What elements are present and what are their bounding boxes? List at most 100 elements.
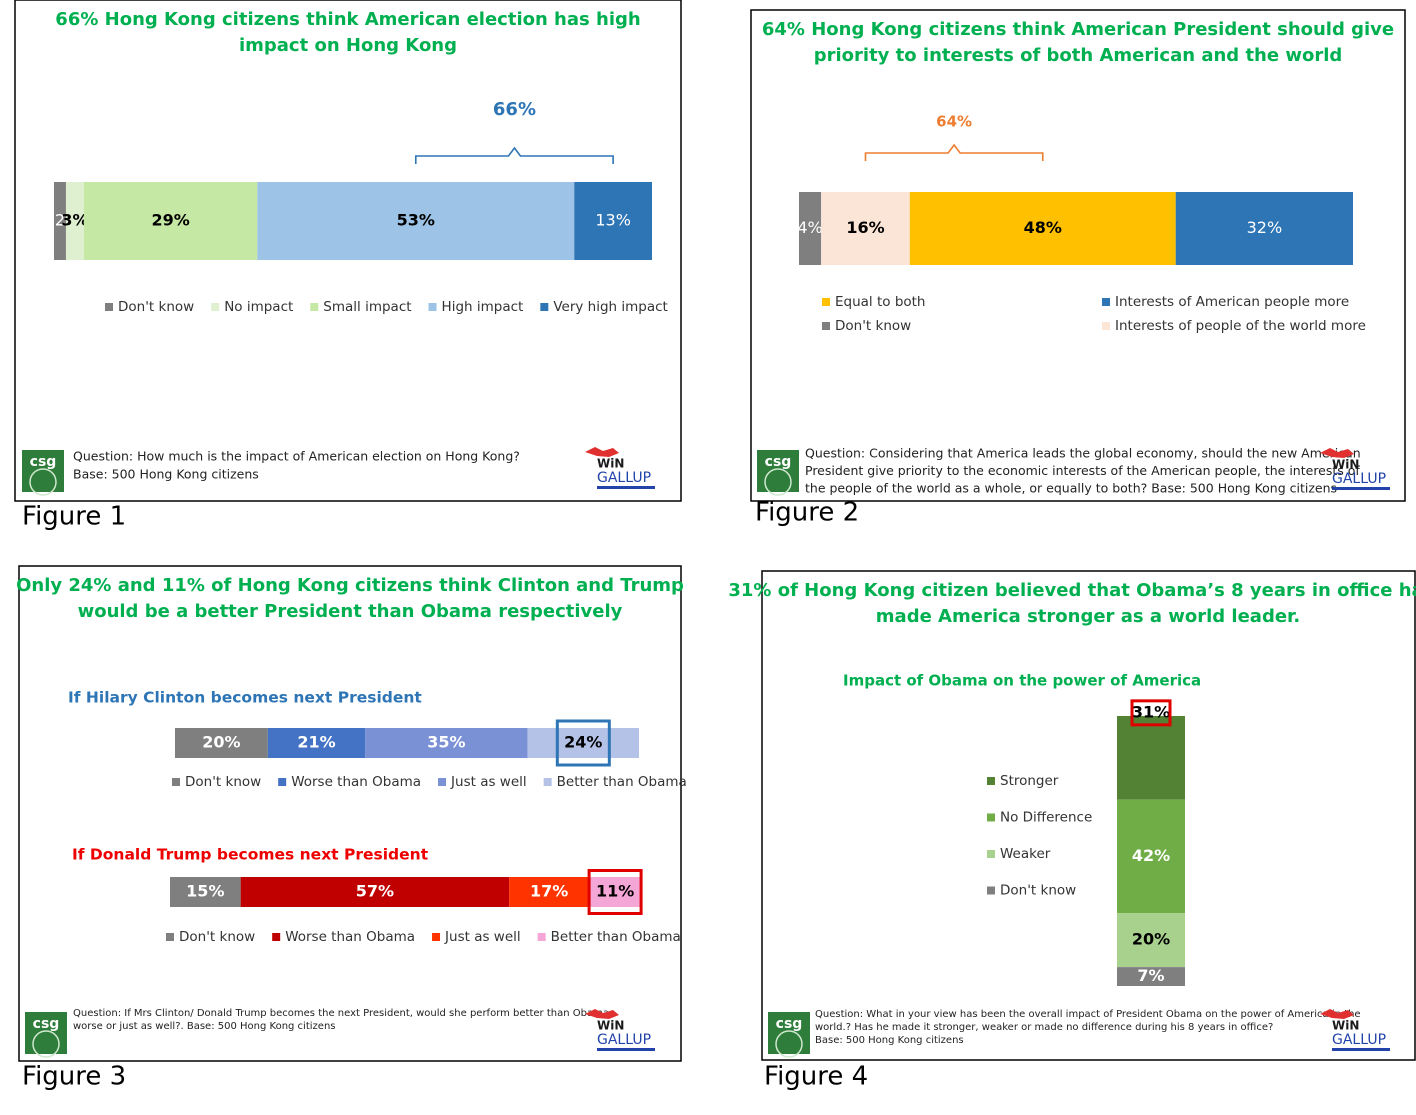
legend-label: Just as well bbox=[444, 929, 521, 945]
question-note: President give priority to the economic … bbox=[805, 463, 1360, 478]
legend-label: Don't know bbox=[835, 318, 911, 334]
legend-swatch bbox=[278, 778, 287, 786]
chart-title: Only 24% and 11% of Hong Kong citizens t… bbox=[16, 575, 684, 596]
data-label: 42% bbox=[1132, 846, 1170, 865]
bracket bbox=[414, 146, 614, 164]
gallup-logo-text: GALLUP bbox=[1332, 1032, 1386, 1048]
legend-swatch bbox=[987, 813, 995, 822]
legend-label: Don't know bbox=[179, 929, 255, 945]
legend-swatch bbox=[166, 933, 174, 941]
legend-label: Interests of American people more bbox=[1115, 294, 1349, 310]
bracket bbox=[864, 143, 1044, 161]
data-label: 16% bbox=[846, 218, 884, 237]
csg-globe bbox=[764, 468, 792, 496]
legend-swatch bbox=[310, 303, 319, 311]
bar-segment bbox=[83, 182, 258, 260]
legend-label: No Difference bbox=[1000, 810, 1092, 826]
gallup-logo-text: GALLUP bbox=[597, 470, 651, 486]
figure-caption: Figure 2 bbox=[755, 498, 859, 528]
chart-title: 64% Hong Kong citizens think American Pr… bbox=[762, 19, 1394, 40]
annotation: 66% bbox=[493, 99, 536, 120]
legend-swatch bbox=[987, 777, 995, 785]
legend-swatch bbox=[438, 778, 447, 786]
bar-segment bbox=[365, 728, 528, 758]
bar-segment bbox=[170, 877, 241, 907]
csg-logo bbox=[768, 1012, 810, 1054]
map-icon bbox=[585, 1009, 619, 1019]
bar-segment bbox=[267, 728, 366, 758]
bar-segment bbox=[821, 192, 910, 265]
legend-label: Very high impact bbox=[553, 299, 668, 315]
question-note: Base: 500 Hong Kong citizens bbox=[73, 467, 259, 482]
bar-segment bbox=[574, 182, 652, 260]
bar-segment bbox=[799, 192, 822, 265]
gallup-underline bbox=[1332, 487, 1390, 490]
csg-logo-text: csg bbox=[776, 1016, 803, 1032]
csg-logo bbox=[757, 450, 799, 492]
bar-segment bbox=[527, 728, 639, 758]
question-note: Question: Considering that America leads… bbox=[805, 446, 1361, 461]
legend-label: Worse than Obama bbox=[285, 929, 415, 945]
win-logo-text: WiN bbox=[1332, 1019, 1359, 1033]
question-note: worse or just as well?. Base: 500 Hong K… bbox=[73, 1021, 336, 1032]
figure-caption: Figure 4 bbox=[764, 1062, 868, 1092]
csg-globe bbox=[29, 468, 57, 496]
legend-swatch bbox=[987, 850, 995, 858]
data-label: 20% bbox=[1132, 930, 1170, 949]
legend-label: Equal to both bbox=[835, 294, 926, 310]
bar-segment bbox=[509, 877, 590, 907]
legend-label: Interests of people of the world more bbox=[1115, 318, 1366, 334]
chart-title: made America stronger as a world leader. bbox=[876, 606, 1300, 627]
legend-swatch bbox=[1102, 322, 1110, 330]
data-label: 3% bbox=[61, 211, 88, 230]
legend-label: Don't know bbox=[118, 299, 194, 315]
legend-swatch bbox=[105, 303, 113, 311]
highlight-box bbox=[587, 869, 643, 915]
bar-segment bbox=[1117, 913, 1185, 968]
legend-swatch bbox=[540, 303, 549, 311]
figure-caption: Figure 3 bbox=[22, 1062, 126, 1092]
legend-swatch bbox=[172, 778, 180, 786]
bar-segment bbox=[589, 877, 641, 907]
map-icon bbox=[585, 447, 619, 457]
annotation: 64% bbox=[936, 113, 972, 131]
legend-swatch bbox=[822, 298, 830, 306]
bar-segment bbox=[1117, 967, 1185, 986]
data-label: 4% bbox=[797, 218, 822, 237]
legend-label: Stronger bbox=[1000, 773, 1059, 789]
legend-label: Better than Obama bbox=[551, 929, 681, 945]
data-label: 24% bbox=[564, 733, 602, 752]
legend-swatch bbox=[822, 322, 830, 330]
bar-segment bbox=[909, 192, 1176, 265]
bar-segment bbox=[1117, 799, 1185, 914]
chart-subtitle: Impact of Obama on the power of America bbox=[843, 672, 1201, 690]
win-logo-text: WiN bbox=[597, 1019, 624, 1033]
gallup-logo-text: GALLUP bbox=[1332, 471, 1386, 487]
data-label: 48% bbox=[1024, 218, 1062, 237]
legend-label: Weaker bbox=[1000, 846, 1051, 862]
legend-label: Don't know bbox=[1000, 883, 1076, 899]
csg-logo bbox=[22, 450, 64, 492]
bar-segment bbox=[240, 877, 510, 907]
legend-label: High impact bbox=[442, 299, 524, 315]
bar-segment bbox=[257, 182, 575, 260]
legend-swatch bbox=[428, 303, 437, 311]
highlight-box bbox=[1130, 699, 1172, 727]
group-subtitle: If Hilary Clinton becomes next President bbox=[68, 689, 422, 707]
figure-caption: Figure 1 bbox=[22, 502, 126, 532]
chart-title: 31% of Hong Kong citizen believed that O… bbox=[728, 580, 1416, 601]
gallup-logo-text: GALLUP bbox=[597, 1032, 651, 1048]
legend-swatch bbox=[211, 303, 220, 311]
data-label: 31% bbox=[1132, 702, 1170, 721]
csg-logo-text: csg bbox=[765, 454, 792, 470]
win-logo-text: WiN bbox=[1332, 458, 1359, 472]
bar-segment bbox=[1175, 192, 1353, 265]
data-label: 11% bbox=[596, 882, 634, 901]
data-label: 35% bbox=[427, 733, 465, 752]
gallup-underline bbox=[1332, 1048, 1390, 1051]
question-note: Question: How much is the impact of Amer… bbox=[73, 449, 520, 464]
win-logo-text: WiN bbox=[597, 457, 624, 471]
group-subtitle: If Donald Trump becomes next President bbox=[72, 846, 429, 864]
csg-logo-text: csg bbox=[33, 1016, 60, 1032]
map-icon bbox=[1320, 448, 1354, 458]
